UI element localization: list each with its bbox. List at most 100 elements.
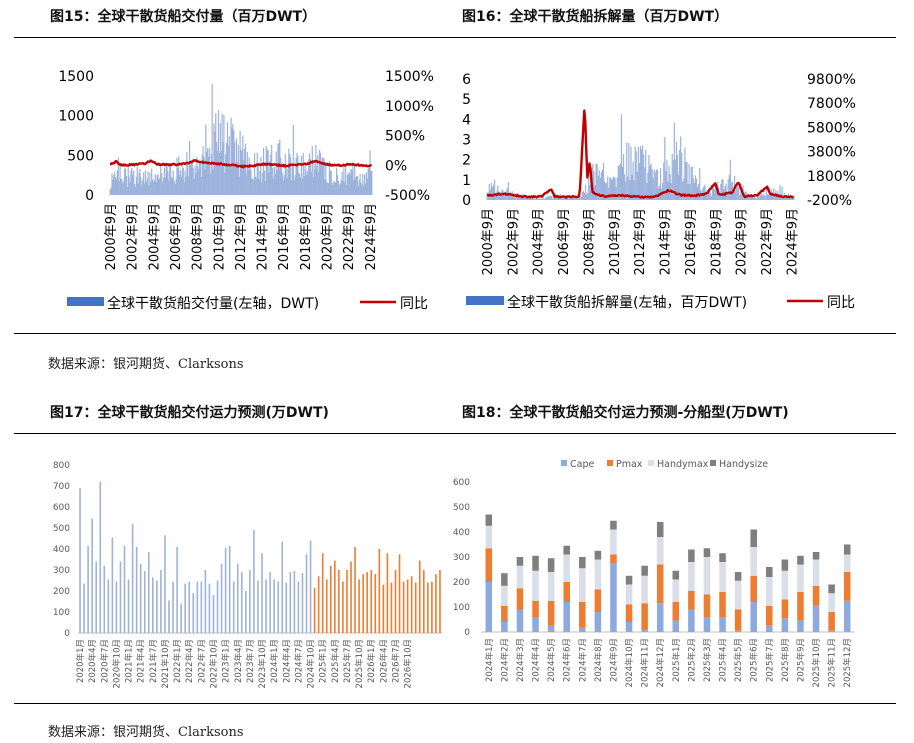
- fig18-bar-pmax: [797, 592, 804, 621]
- fig16-bar: [681, 152, 683, 200]
- fig17-bar: [398, 554, 401, 633]
- fig15-bar: [337, 181, 340, 195]
- fig16-bar: [769, 192, 772, 200]
- fig17-bar: [414, 582, 417, 633]
- fig15-bar: [242, 135, 244, 195]
- fig15-bar: [336, 167, 338, 195]
- fig18-y-tick: 500: [453, 503, 470, 513]
- fig16-bar: [593, 171, 595, 200]
- fig17-bar: [156, 580, 158, 633]
- fig15-bar: [271, 168, 274, 195]
- fig15-bar: [368, 166, 370, 195]
- fig17-bar: [200, 581, 203, 633]
- fig15-bar: [178, 156, 180, 195]
- fig15-bar: [246, 151, 248, 195]
- fig15-bar: [117, 157, 119, 195]
- fig15-bar: [244, 148, 246, 195]
- fig17-bar: [269, 572, 271, 633]
- fig15-bar: [146, 178, 148, 195]
- fig16-bar: [625, 181, 627, 200]
- fig15-bar: [186, 152, 188, 195]
- fig16-bar: [616, 177, 618, 200]
- fig15-bar: [116, 170, 119, 195]
- fig18-bar-cape: [828, 630, 835, 632]
- fig16-bar: [556, 196, 558, 200]
- fig17-x-tick: 2022年1月: [172, 639, 183, 683]
- fig15-bar: [138, 172, 140, 195]
- fig15-bar: [362, 174, 364, 195]
- fig18-bar-pmax: [532, 600, 539, 617]
- fig16-legend-label-bars: 全球干散货船拆解量(左轴，百万DWT): [507, 294, 747, 311]
- fig15-bar: [226, 122, 229, 195]
- fig15-bar: [278, 143, 280, 195]
- fig17-bar: [382, 584, 385, 633]
- fig16-bar: [756, 198, 758, 200]
- fig15-x-tick: 2004年9月: [147, 203, 162, 270]
- fig15-bar: [266, 149, 268, 195]
- fig16-bar: [727, 179, 729, 200]
- fig15-bar: [314, 169, 316, 195]
- fig17-bar: [346, 570, 348, 633]
- fig16-bar: [663, 162, 665, 200]
- fig16-bar: [528, 197, 531, 200]
- fig18-bar-handysize: [656, 522, 664, 537]
- fig15-bar: [350, 168, 352, 195]
- fig15-bar: [173, 181, 175, 195]
- fig16-bar: [491, 186, 494, 200]
- fig16-bar: [600, 172, 602, 200]
- fig16-bar: [728, 174, 730, 200]
- fig15-bar: [167, 171, 169, 195]
- fig15-bar: [140, 177, 142, 195]
- fig16-bar: [581, 191, 583, 200]
- fig16-bar: [578, 196, 580, 200]
- fig17-bar: [435, 574, 437, 633]
- fig16-bar: [585, 194, 588, 200]
- chart-delivery-forecast-by-type: 0 100 200 300 400 500 600 Cape Pmax Handymax Handy…: [453, 459, 855, 687]
- fig15-bar: [202, 146, 204, 195]
- fig15-bar: [189, 164, 192, 195]
- fig15-bar: [258, 179, 260, 195]
- fig17-x-tick: 2022年7月: [196, 639, 207, 683]
- fig15-x-tick: 2016年9月: [277, 203, 292, 270]
- fig17-bar: [358, 579, 360, 633]
- fig16-x-tick: 2014年9月: [659, 208, 674, 275]
- fig15-bar: [153, 179, 156, 195]
- fig16-bar: [710, 195, 712, 200]
- fig15-bar: [203, 156, 205, 195]
- fig15-bar: [112, 179, 114, 195]
- fig17-bar: [374, 574, 377, 633]
- fig15-bar: [263, 170, 266, 195]
- fig16-bar: [754, 195, 756, 200]
- fig16-bar: [574, 198, 576, 200]
- fig15-bar: [111, 173, 113, 195]
- fig15-bar: [225, 142, 228, 195]
- fig15-bar: [301, 179, 303, 195]
- fig16-bar: [753, 197, 755, 200]
- fig15-bar: [147, 171, 149, 195]
- fig15-bar: [233, 130, 235, 195]
- fig18-bar-handysize: [672, 570, 680, 580]
- fig16-bar: [620, 114, 623, 200]
- fig15-bar: [134, 186, 137, 195]
- fig15-bar: [338, 185, 340, 195]
- fig15-bar: [194, 165, 196, 195]
- chart-dry-bulk-deliveries: 0 500 1000 1500 -500% 0% 500% 1000% 1500% 2000年9月…: [58, 69, 434, 312]
- fig18-bar-handysize: [501, 573, 508, 586]
- fig18-bar-pmax: [656, 564, 664, 604]
- fig15-bar: [262, 147, 265, 195]
- fig18-bar-handymax: [579, 568, 586, 602]
- fig17-y-tick: 100: [53, 608, 70, 618]
- fig15-bar: [365, 172, 368, 195]
- fig17-bar: [224, 547, 227, 633]
- fig18-x-tick: 2024年11月: [640, 638, 651, 687]
- fig16-x-tick: 2006年9月: [557, 208, 572, 275]
- fig16-bar: [689, 183, 691, 200]
- fig18-bar-handymax: [547, 572, 555, 601]
- fig16-bar: [763, 195, 765, 200]
- fig15-bar: [292, 124, 294, 195]
- fig16-bar: [760, 195, 762, 200]
- fig16-bar: [786, 197, 789, 200]
- fig16-bar: [541, 198, 543, 200]
- fig17-bar: [301, 573, 304, 633]
- fig16-bar: [614, 178, 616, 200]
